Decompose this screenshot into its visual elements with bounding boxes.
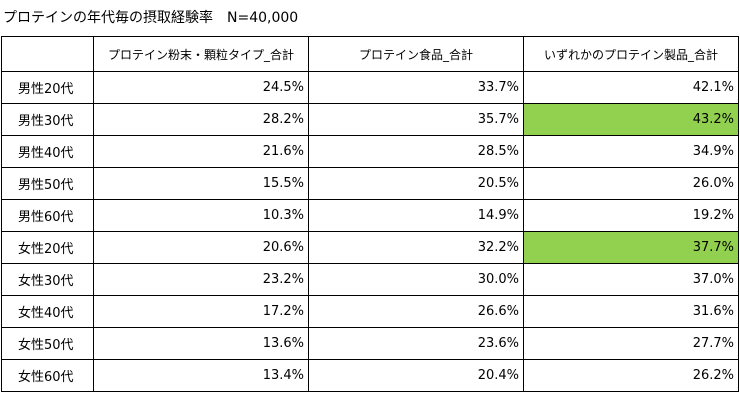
header-powder-granule: プロテイン粉末・顆粒タイプ_合計 <box>93 36 309 72</box>
cell-value: 42.1% <box>523 71 739 104</box>
row-label: 女性40代 <box>1 295 94 328</box>
row-label: 男性40代 <box>1 135 94 168</box>
table-row: 女性20代 20.6% 32.2% 37.7% <box>1 231 739 264</box>
cell-value: 20.5% <box>308 167 524 200</box>
cell-value: 31.6% <box>523 295 739 328</box>
table-row: 女性40代 17.2% 26.6% 31.6% <box>1 295 739 328</box>
cell-value: 23.6% <box>308 327 524 360</box>
row-label: 男性30代 <box>1 103 94 136</box>
table-row: 男性50代 15.5% 20.5% 26.0% <box>1 167 739 200</box>
row-label: 女性20代 <box>1 231 94 264</box>
cell-value: 23.2% <box>93 263 309 296</box>
table-row: 男性30代 28.2% 35.7% 43.2% <box>1 103 739 136</box>
cell-value: 26.6% <box>308 295 524 328</box>
cell-value-highlighted: 43.2% <box>523 103 739 136</box>
cell-value: 24.5% <box>93 71 309 104</box>
row-label: 男性50代 <box>1 167 94 200</box>
table-row: 男性60代 10.3% 14.9% 19.2% <box>1 199 739 232</box>
page-title: プロテインの年代毎の摂取経験率 N=40,000 <box>3 10 299 26</box>
cell-value: 10.3% <box>93 199 309 232</box>
cell-value: 26.0% <box>523 167 739 200</box>
header-corner-cell <box>1 36 94 72</box>
cell-value: 20.4% <box>308 359 524 392</box>
row-label: 男性20代 <box>1 71 94 104</box>
cell-value: 27.7% <box>523 327 739 360</box>
cell-value: 35.7% <box>308 103 524 136</box>
cell-value: 30.0% <box>308 263 524 296</box>
header-protein-food: プロテイン食品_合計 <box>308 36 524 72</box>
table-row: 男性20代 24.5% 33.7% 42.1% <box>1 71 739 104</box>
table-row: 女性30代 23.2% 30.0% 37.0% <box>1 263 739 296</box>
cell-value: 17.2% <box>93 295 309 328</box>
cell-value: 34.9% <box>523 135 739 168</box>
cell-value: 21.6% <box>93 135 309 168</box>
table-row: 女性50代 13.6% 23.6% 27.7% <box>1 327 739 360</box>
cell-value-highlighted: 37.7% <box>523 231 739 264</box>
cell-value: 20.6% <box>93 231 309 264</box>
cell-value: 28.2% <box>93 103 309 136</box>
cell-value: 13.4% <box>93 359 309 392</box>
cell-value: 33.7% <box>308 71 524 104</box>
row-label: 女性30代 <box>1 263 94 296</box>
row-label: 男性60代 <box>1 199 94 232</box>
table-header-row: プロテイン粉末・顆粒タイプ_合計 プロテイン食品_合計 いずれかのプロテイン製品… <box>1 36 739 72</box>
cell-value: 19.2% <box>523 199 739 232</box>
row-label: 女性60代 <box>1 359 94 392</box>
cell-value: 15.5% <box>93 167 309 200</box>
table-row: 男性40代 21.6% 28.5% 34.9% <box>1 135 739 168</box>
cell-value: 32.2% <box>308 231 524 264</box>
header-any-protein-product: いずれかのプロテイン製品_合計 <box>523 36 739 72</box>
row-label: 女性50代 <box>1 327 94 360</box>
cell-value: 37.0% <box>523 263 739 296</box>
cell-value: 13.6% <box>93 327 309 360</box>
cell-value: 14.9% <box>308 199 524 232</box>
intake-rate-table: プロテイン粉末・顆粒タイプ_合計 プロテイン食品_合計 いずれかのプロテイン製品… <box>1 36 739 392</box>
cell-value: 28.5% <box>308 135 524 168</box>
table-row: 女性60代 13.4% 20.4% 26.2% <box>1 359 739 392</box>
cell-value: 26.2% <box>523 359 739 392</box>
